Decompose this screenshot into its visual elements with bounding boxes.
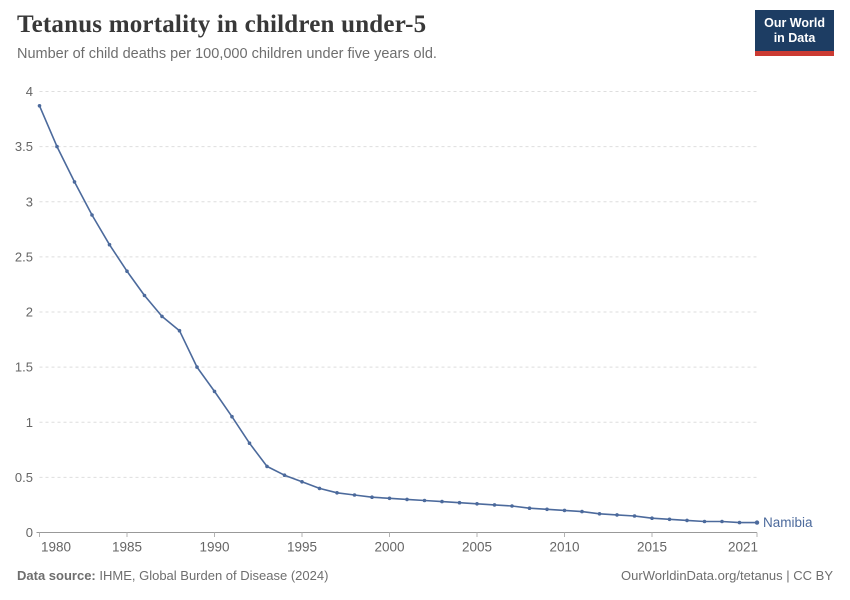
data-point-1999[interactable] (370, 495, 374, 500)
x-tick-label: 1995 (287, 540, 317, 555)
data-point-2001[interactable] (405, 497, 409, 502)
data-point-1992[interactable] (247, 441, 252, 446)
owid-logo[interactable]: Our World in Data (755, 10, 834, 56)
data-point-1983[interactable] (90, 213, 94, 217)
data-point-2011[interactable] (580, 509, 584, 514)
y-tick-label: 1 (26, 415, 33, 430)
y-tick-label: 1.5 (15, 360, 33, 375)
data-point-1996[interactable] (317, 486, 322, 491)
x-tick-label: 2015 (637, 540, 667, 555)
chart-header: Tetanus mortality in children under-5 Nu… (17, 11, 834, 62)
data-point-2012[interactable] (597, 512, 602, 516)
credit-link[interactable]: OurWorldinData.org/tetanus | CC BY (621, 568, 833, 583)
data-point-2016[interactable] (667, 517, 672, 522)
data-point-1982[interactable] (72, 180, 77, 184)
data-source-text: IHME, Global Burden of Disease (2024) (95, 568, 329, 583)
x-tick-label: 2005 (462, 540, 492, 555)
data-point-1990[interactable] (212, 389, 217, 394)
data-point-1984[interactable] (107, 242, 112, 247)
x-tick-label: 1980 (41, 540, 71, 555)
data-source: Data source: IHME, Global Burden of Dise… (17, 568, 328, 583)
x-tick-label: 1985 (112, 540, 142, 555)
data-point-2014[interactable] (632, 514, 637, 518)
data-point-2005[interactable] (475, 502, 479, 506)
page-title: Tetanus mortality in children under-5 (17, 11, 427, 38)
x-tick-label: 2010 (549, 540, 579, 555)
data-point-1998[interactable] (352, 493, 357, 497)
data-point-2020[interactable] (737, 520, 742, 525)
data-point-2006[interactable] (492, 503, 497, 507)
y-tick-label: 0.5 (15, 470, 33, 485)
y-tick-label: 0 (26, 525, 33, 540)
y-tick-label: 4 (26, 84, 33, 99)
data-point-2018[interactable] (702, 519, 707, 524)
data-point-2000[interactable] (387, 496, 392, 501)
owid-logo-line2: in Data (773, 31, 816, 46)
y-tick-label: 2.5 (15, 249, 33, 264)
data-point-2019[interactable] (720, 519, 724, 524)
data-point-2002[interactable] (422, 498, 427, 503)
data-point-1981[interactable] (55, 144, 59, 149)
data-point-2013[interactable] (615, 513, 619, 517)
data-point-2007[interactable] (510, 504, 514, 508)
data-point-2021[interactable] (754, 520, 760, 525)
series-end-label-namibia[interactable]: Namibia (763, 515, 813, 530)
data-point-1985[interactable] (125, 269, 129, 274)
data-point-1986[interactable] (142, 293, 147, 298)
x-tick-label: 1990 (199, 540, 229, 555)
y-tick-label: 3 (26, 194, 33, 209)
chart-footer: Data source: IHME, Global Burden of Dise… (17, 568, 833, 583)
owid-logo-line1: Our World (764, 16, 825, 30)
y-tick-label: 2 (26, 305, 33, 320)
data-point-1993[interactable] (265, 464, 269, 469)
data-point-1997[interactable] (335, 491, 339, 495)
series-line-namibia[interactable] (38, 105, 758, 524)
x-tick-label: 2000 (374, 540, 404, 555)
data-source-label: Data source: (17, 568, 96, 583)
data-point-1989[interactable] (195, 365, 199, 369)
y-tick-label: 3.5 (15, 139, 33, 154)
data-point-1980[interactable] (37, 104, 42, 108)
data-point-2010[interactable] (562, 508, 567, 513)
data-point-2008[interactable] (527, 506, 532, 511)
data-point-1988[interactable] (177, 328, 182, 333)
data-point-1994[interactable] (282, 473, 287, 478)
data-point-1991[interactable] (230, 414, 234, 419)
data-point-2003[interactable] (440, 499, 444, 504)
x-tick-label: 2021 (728, 540, 758, 555)
data-point-2009[interactable] (545, 507, 549, 512)
chart-subtitle: Number of child deaths per 100,000 child… (17, 46, 437, 62)
data-point-2015[interactable] (650, 516, 654, 520)
data-point-1987[interactable] (160, 314, 164, 319)
data-point-2017[interactable] (685, 518, 689, 523)
data-point-1995[interactable] (300, 480, 304, 484)
data-point-2004[interactable] (457, 500, 462, 505)
